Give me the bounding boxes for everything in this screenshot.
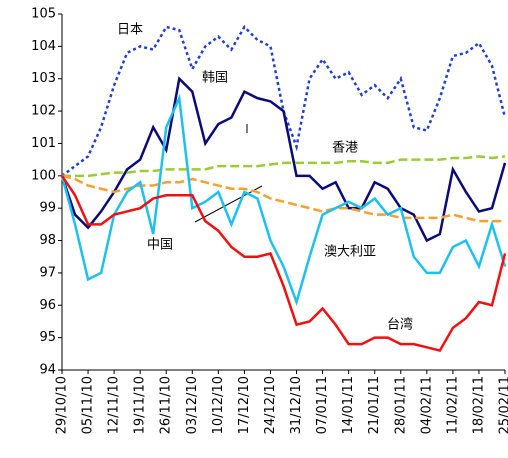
x-tick-label: 07/01/11 bbox=[315, 376, 330, 434]
y-tick-label: 97 bbox=[39, 265, 56, 280]
x-tick-label: 03/12/10 bbox=[185, 376, 200, 434]
x-tick-label: 04/02/11 bbox=[419, 376, 434, 434]
x-tick-label: 28/01/11 bbox=[393, 376, 408, 434]
y-tick-label: 100 bbox=[31, 168, 56, 183]
x-tick-label: 14/01/11 bbox=[341, 376, 356, 434]
x-tick-label: 11/02/11 bbox=[445, 376, 460, 434]
x-tick-label: 25/02/11 bbox=[498, 376, 508, 434]
x-tick-label: 31/12/10 bbox=[289, 376, 304, 434]
y-tick-label: 95 bbox=[39, 330, 56, 345]
series-line bbox=[62, 176, 505, 221]
series-label: 日本 bbox=[117, 23, 143, 38]
x-tick-label: 29/10/10 bbox=[55, 376, 70, 434]
x-tick-label: 10/12/10 bbox=[211, 376, 226, 434]
x-tick-label: 18/02/11 bbox=[471, 376, 486, 434]
y-tick-label: 105 bbox=[31, 7, 56, 22]
series-line bbox=[62, 98, 505, 302]
y-tick-label: 94 bbox=[39, 363, 56, 378]
x-tick-label: 24/12/10 bbox=[263, 376, 278, 434]
y-tick-label: 102 bbox=[31, 104, 56, 119]
y-tick-label: 103 bbox=[31, 71, 56, 86]
x-tick-label: 26/11/10 bbox=[159, 376, 174, 434]
x-tick-label: 12/11/10 bbox=[107, 376, 122, 434]
x-tick-label: 19/11/10 bbox=[133, 376, 148, 434]
series-label: 香港 bbox=[332, 141, 358, 156]
series-line bbox=[62, 27, 505, 176]
x-tick-label: 17/12/10 bbox=[237, 376, 252, 434]
y-tick-label: 101 bbox=[31, 136, 56, 151]
x-tick-label: 21/01/11 bbox=[367, 376, 382, 434]
y-tick-label: 104 bbox=[31, 39, 56, 54]
series-label: 韩国 bbox=[202, 71, 228, 86]
series-line bbox=[62, 156, 505, 175]
series-label: 中国 bbox=[147, 238, 173, 253]
series-label: 澳大利亚 bbox=[324, 244, 376, 260]
y-tick-label: 98 bbox=[39, 233, 56, 248]
x-tick-label: 05/11/10 bbox=[81, 376, 96, 434]
y-tick-label: 99 bbox=[39, 201, 56, 216]
y-tick-label: 96 bbox=[39, 298, 56, 313]
series-label: 台湾 bbox=[387, 317, 413, 333]
